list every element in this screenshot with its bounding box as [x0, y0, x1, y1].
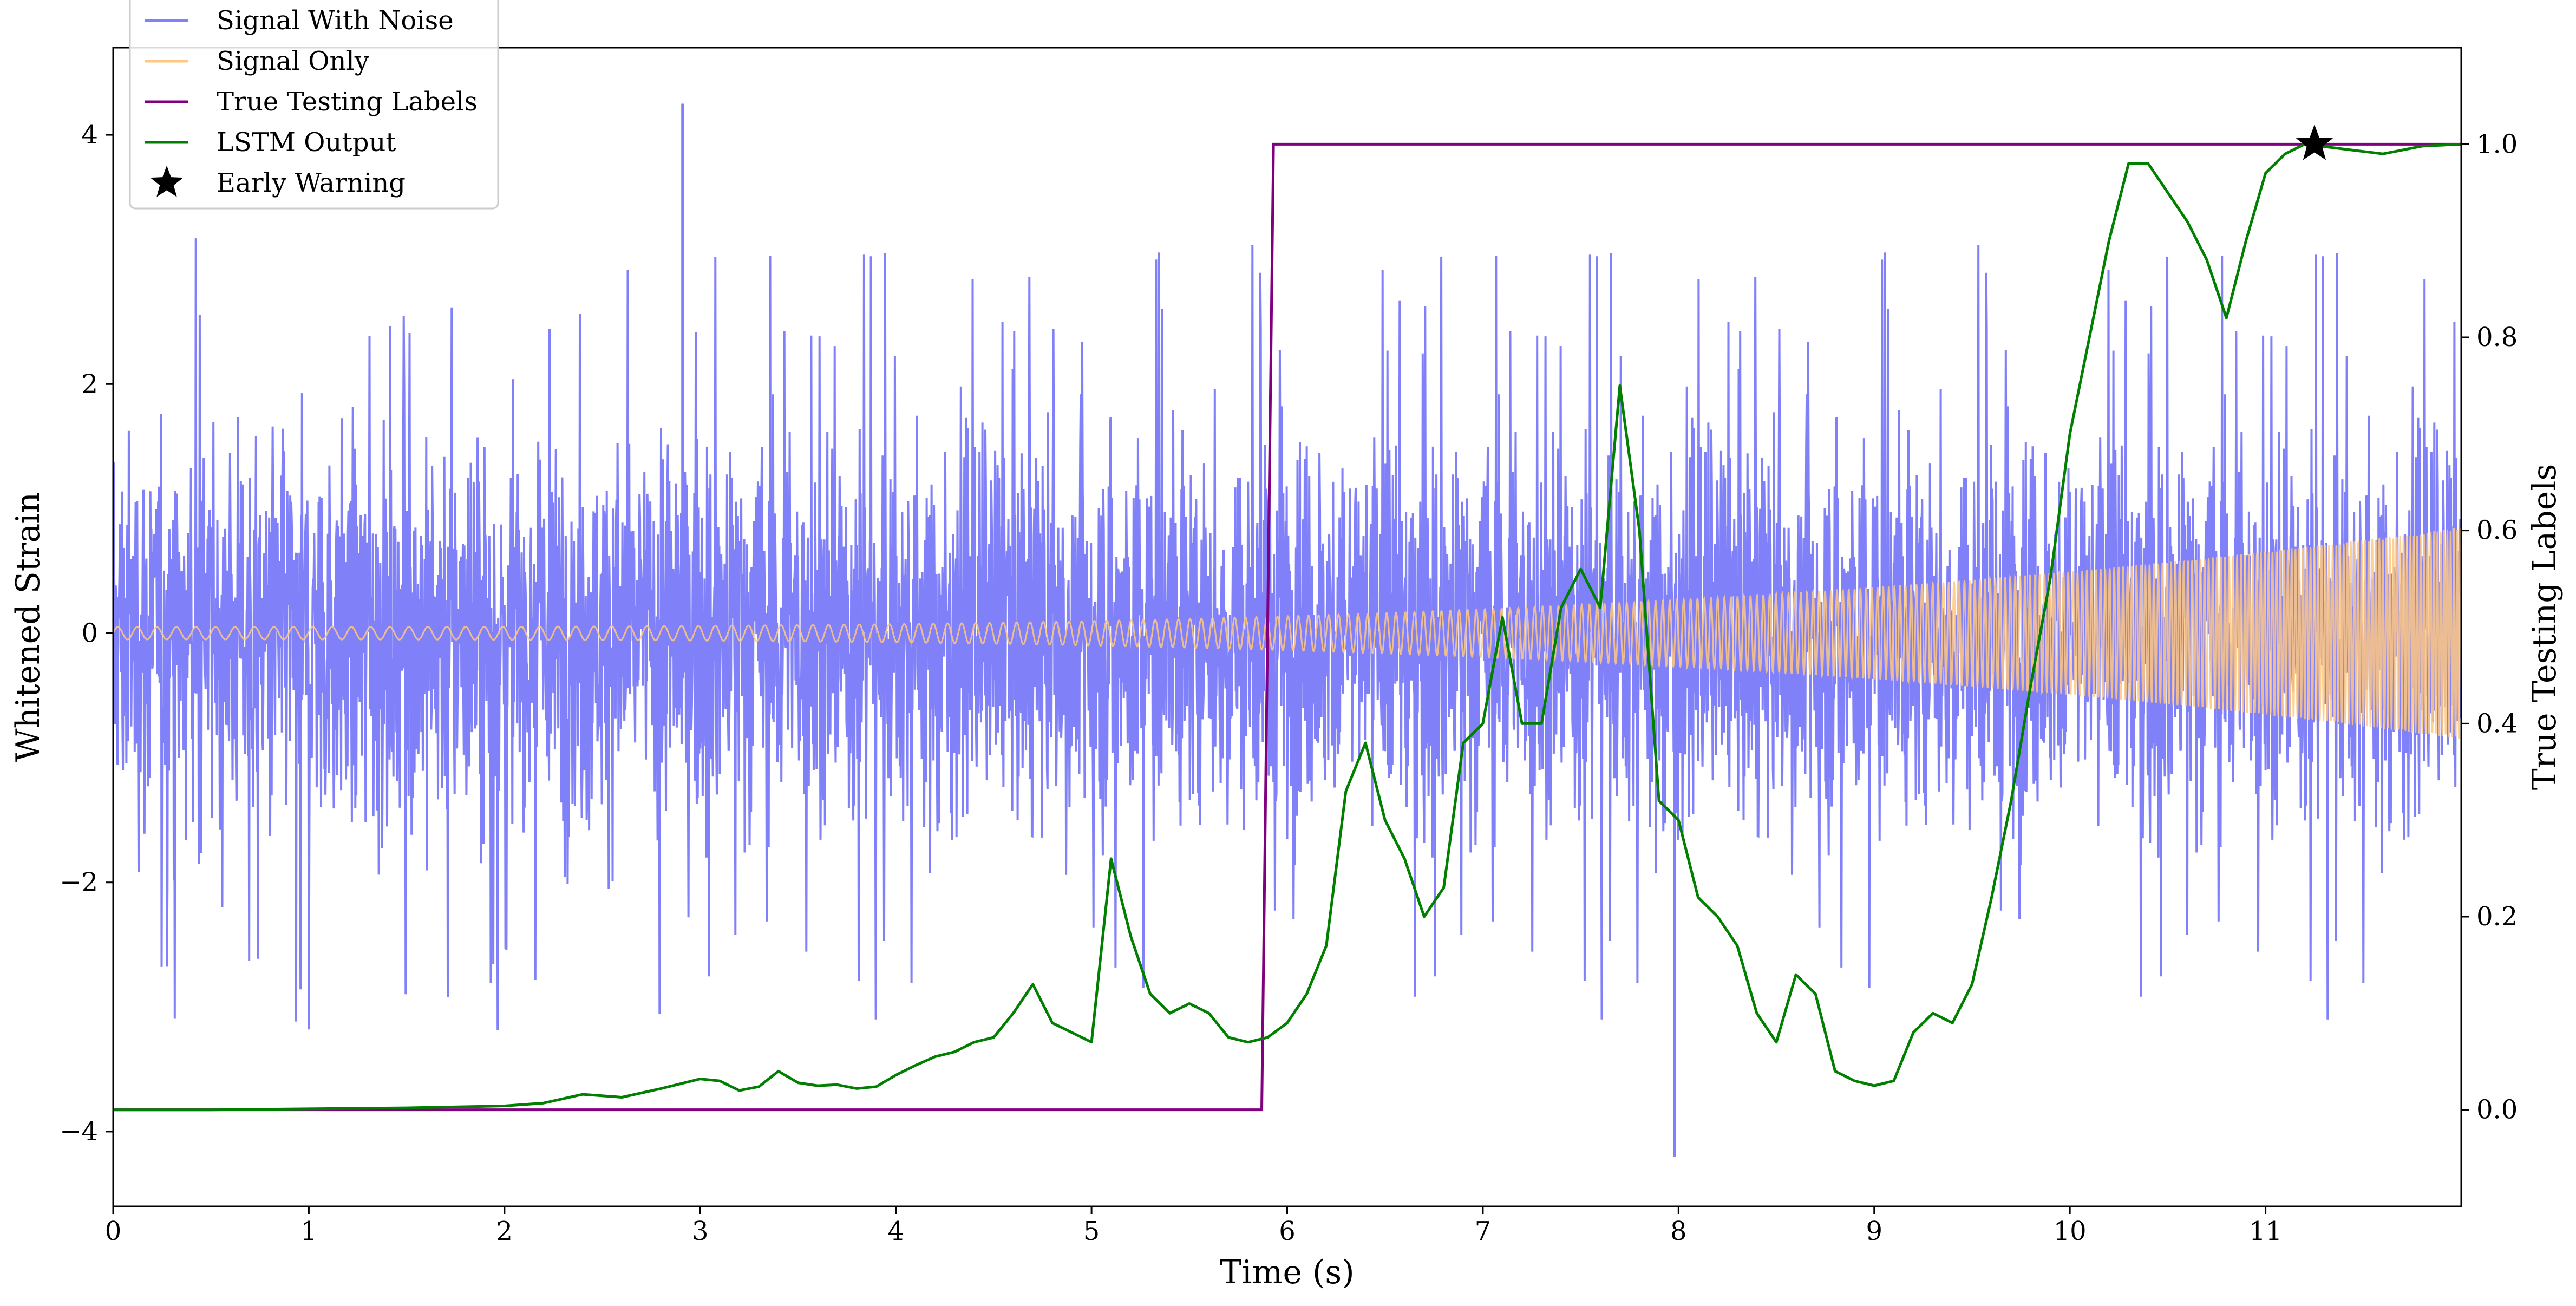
y-axis-label: Whitened Strain — [9, 492, 47, 762]
y-axis-right: 0.0 0.2 0.4 0.6 0.8 1.0 — [2461, 129, 2518, 1125]
signal-with-noise-series — [113, 103, 2461, 1157]
y2-tick-label: 0.2 — [2476, 902, 2518, 932]
y-tick-label: 4 — [81, 120, 98, 150]
x-axis-label: Time (s) — [1220, 1253, 1354, 1291]
y-tick-label: 2 — [81, 369, 98, 399]
y2-axis-label: True Testing Labels — [2526, 464, 2564, 791]
x-tick-label: 10 — [2054, 1216, 2087, 1246]
early-warning-marker — [2296, 125, 2333, 160]
legend-box — [129, 0, 499, 210]
x-tick-label: 3 — [692, 1216, 709, 1246]
y-tick-label: 0 — [81, 618, 98, 649]
x-tick-label: 8 — [1670, 1216, 1687, 1246]
signal-only-line — [113, 527, 2461, 739]
y-axis-left: −4 −2 0 2 4 — [60, 120, 113, 1147]
x-tick-label: 11 — [2249, 1216, 2282, 1246]
signal-with-noise-line — [113, 238, 2461, 1030]
x-tick-label: 1 — [300, 1216, 317, 1246]
legend-entry: True Testing Labels — [217, 87, 478, 117]
y-tick-label: −2 — [60, 867, 98, 898]
legend-entry: Signal Only — [217, 46, 369, 76]
y2-tick-label: 0.8 — [2476, 322, 2518, 352]
true-labels-series — [113, 142, 2461, 1112]
x-axis: 0 1 2 3 4 5 6 7 8 9 10 11 — [105, 1206, 2282, 1246]
legend-entry: Early Warning — [217, 168, 406, 198]
x-tick-label: 4 — [887, 1216, 904, 1246]
x-tick-label: 5 — [1083, 1216, 1100, 1246]
x-tick-label: 6 — [1279, 1216, 1296, 1246]
legend-entry: LSTM Output — [217, 127, 396, 158]
x-tick-label: 2 — [496, 1216, 513, 1246]
y2-tick-label: 0.4 — [2476, 708, 2518, 739]
lstm-output-series — [113, 142, 2462, 1112]
legend-entry: Signal With Noise — [217, 5, 454, 36]
legend: Signal With Noise Signal Only True Testing… — [129, 0, 499, 210]
legend-star-icon — [150, 166, 184, 197]
early-warning-star — [2296, 125, 2333, 160]
x-tick-label: 0 — [105, 1216, 122, 1246]
y2-tick-label: 1.0 — [2476, 129, 2518, 159]
x-tick-label: 9 — [1866, 1216, 1882, 1246]
signal-only-series — [113, 527, 2461, 739]
plot-area — [112, 47, 2462, 1207]
true-labels-line — [113, 142, 2461, 1112]
y2-tick-label: 0.6 — [2476, 515, 2518, 546]
lstm-output-line — [113, 142, 2462, 1112]
y-tick-label: −4 — [60, 1116, 98, 1147]
x-tick-label: 7 — [1475, 1216, 1492, 1246]
y2-tick-label: 0.0 — [2476, 1095, 2518, 1125]
